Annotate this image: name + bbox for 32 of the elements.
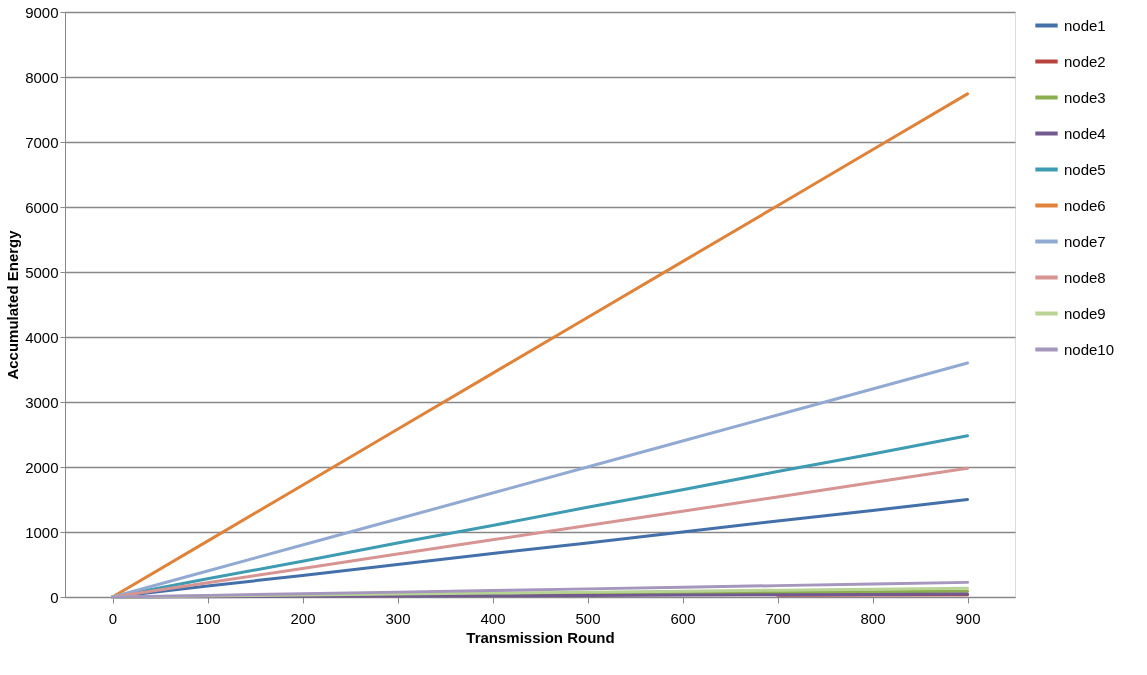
x-tick-label: 800 — [860, 609, 886, 627]
x-tick-label: 300 — [385, 609, 411, 627]
y-tick-label: 1000 — [25, 523, 59, 541]
x-axis-title: Transmission Round — [466, 628, 615, 646]
legend-label: node8 — [1064, 268, 1106, 286]
legend-label: node4 — [1064, 124, 1106, 142]
y-tick-label: 7000 — [25, 133, 59, 151]
y-tick-label: 5000 — [25, 263, 59, 281]
legend-label: node6 — [1064, 196, 1106, 214]
legend-label: node1 — [1064, 16, 1106, 34]
x-tick-label: 100 — [195, 609, 221, 627]
y-tick-label: 6000 — [25, 198, 59, 216]
legend-label: node9 — [1064, 304, 1106, 322]
y-tick-label: 3000 — [25, 393, 59, 411]
legend-label: node7 — [1064, 232, 1106, 250]
y-tick-label: 8000 — [25, 68, 59, 86]
x-tick-label: 200 — [290, 609, 316, 627]
y-tick-label: 9000 — [25, 3, 59, 21]
x-tick-label: 700 — [765, 609, 791, 627]
x-tick-label: 900 — [955, 609, 981, 627]
x-tick-label: 400 — [480, 609, 506, 627]
legend-label: node2 — [1064, 52, 1106, 70]
x-tick-label: 500 — [575, 609, 601, 627]
legend-label: node3 — [1064, 88, 1106, 106]
y-tick-label: 4000 — [25, 328, 59, 346]
y-tick-label: 0 — [50, 588, 59, 606]
legend-label: node5 — [1064, 160, 1106, 178]
x-tick-label: 600 — [670, 609, 696, 627]
x-tick-label: 0 — [108, 609, 118, 627]
y-axis-title: Accumulated Energy — [4, 229, 22, 380]
legend-label: node10 — [1064, 340, 1115, 358]
y-tick-label: 2000 — [25, 458, 59, 476]
